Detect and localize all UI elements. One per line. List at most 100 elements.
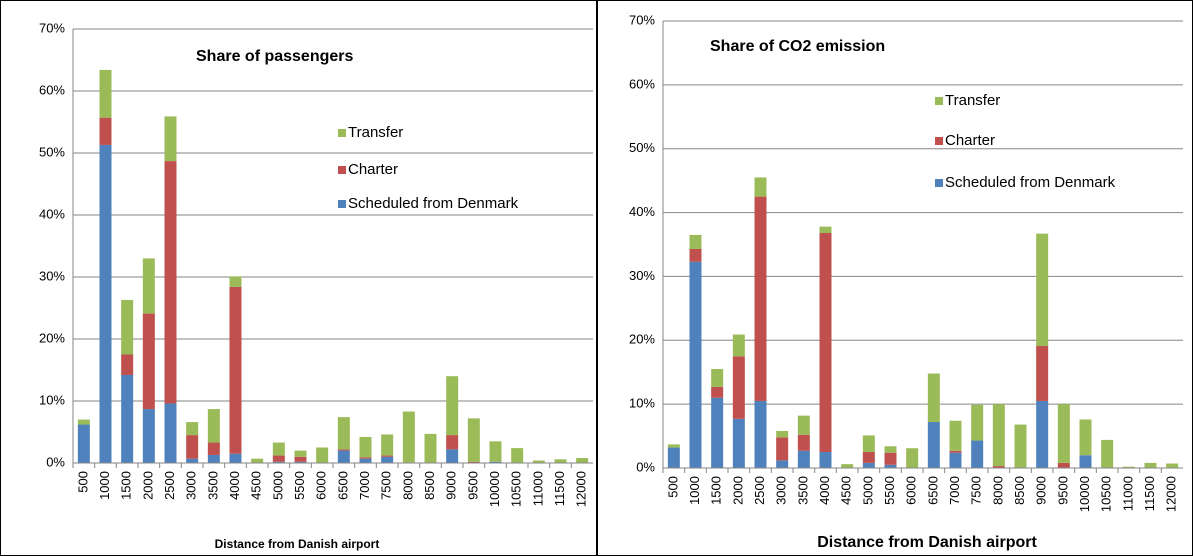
bar-segment xyxy=(949,420,962,451)
x-tick-label: 500 xyxy=(75,471,90,493)
bar-segment xyxy=(841,464,854,468)
y-tick-label: 0% xyxy=(636,459,655,474)
x-tick-label: 8000 xyxy=(990,476,1005,505)
bar-segment xyxy=(381,434,394,456)
bar-segment xyxy=(927,373,940,423)
x-tick-label: 12000 xyxy=(574,471,589,507)
x-tick-label: 2500 xyxy=(752,476,767,505)
bar-segment xyxy=(862,462,875,468)
y-tick-label: 30% xyxy=(629,268,655,283)
bar-segment xyxy=(316,447,329,463)
x-axis-label: Distance from Danish airport xyxy=(817,534,1037,551)
bar-segment xyxy=(489,441,502,462)
bar-segment xyxy=(489,461,502,463)
bar-segment xyxy=(776,437,789,461)
bar-segment xyxy=(1057,404,1070,463)
y-tick-label: 40% xyxy=(39,206,65,221)
bar-segment xyxy=(819,452,832,468)
bar-segment xyxy=(1144,462,1157,468)
x-tick-label: 500 xyxy=(665,476,680,498)
x-tick-label: 8500 xyxy=(422,471,437,500)
x-tick-label: 10500 xyxy=(509,471,524,507)
bar-segment xyxy=(77,424,90,463)
bar-segment xyxy=(99,117,112,145)
y-tick-label: 0% xyxy=(46,454,65,469)
bar-segment xyxy=(121,354,134,375)
bar-segment xyxy=(906,448,919,468)
x-tick-label: 7500 xyxy=(379,471,394,500)
bar-segment xyxy=(554,459,567,463)
x-tick-label: 3500 xyxy=(205,471,220,500)
bar-segment xyxy=(776,460,789,468)
bar-segment xyxy=(949,450,962,453)
x-tick-label: 10500 xyxy=(1099,476,1114,512)
bar-segment xyxy=(186,422,199,436)
y-tick-label: 40% xyxy=(629,204,655,219)
legend-label: Transfer xyxy=(348,124,403,141)
x-tick-label: 9000 xyxy=(444,471,459,500)
x-tick-label: 6500 xyxy=(335,471,350,500)
bar-segment xyxy=(927,422,940,468)
x-tick-label: 7000 xyxy=(947,476,962,505)
x-tick-label: 8500 xyxy=(1012,476,1027,505)
bar-segment xyxy=(229,286,242,454)
bar-segment xyxy=(711,386,724,398)
legend-label: Scheduled from Denmark xyxy=(348,195,519,212)
y-tick-label: 30% xyxy=(39,268,65,283)
bar-segment xyxy=(532,460,545,463)
legend-label: Charter xyxy=(348,161,398,178)
bar-segment xyxy=(711,397,724,468)
bar-segment xyxy=(511,448,524,463)
bar-segment xyxy=(99,144,112,463)
bar-segment xyxy=(186,458,199,463)
bar-segment xyxy=(1101,439,1114,468)
bar-segment xyxy=(359,458,372,463)
bar-segment xyxy=(77,419,90,425)
bar-segment xyxy=(689,261,702,468)
legend-swatch xyxy=(935,137,943,145)
panel-border xyxy=(597,0,1193,556)
bar-segment xyxy=(142,409,155,463)
bar-segment xyxy=(971,440,984,468)
bar-segment xyxy=(272,461,285,463)
bar-segment xyxy=(732,418,745,468)
x-tick-label: 4500 xyxy=(839,476,854,505)
x-tick-label: 4500 xyxy=(249,471,264,500)
legend-swatch xyxy=(338,129,346,137)
bar-segment xyxy=(732,334,745,357)
bar-segment xyxy=(797,415,810,435)
x-axis-label: Distance from Danish airport xyxy=(215,537,380,551)
y-tick-label: 10% xyxy=(629,396,655,411)
legend-swatch xyxy=(338,166,346,174)
bar-segment xyxy=(576,458,589,463)
y-tick-label: 50% xyxy=(629,140,655,155)
bar-segment xyxy=(207,442,220,455)
bar-segment xyxy=(754,196,767,401)
bar-segment xyxy=(689,234,702,249)
bar-segment xyxy=(272,455,285,462)
chart-title: Share of CO2 emission xyxy=(710,38,885,55)
x-tick-label: 11500 xyxy=(552,471,567,506)
x-tick-label: 3000 xyxy=(184,471,199,500)
y-tick-label: 50% xyxy=(39,144,65,159)
bar-segment xyxy=(754,400,767,468)
bar-segment xyxy=(446,376,459,436)
y-tick-label: 70% xyxy=(39,20,65,35)
y-tick-label: 20% xyxy=(629,332,655,347)
y-tick-label: 70% xyxy=(629,12,655,27)
bar-segment xyxy=(992,466,1005,468)
bar-segment xyxy=(1057,462,1070,468)
bar-segment xyxy=(819,226,832,234)
y-tick-label: 60% xyxy=(629,76,655,91)
x-tick-label: 2000 xyxy=(140,471,155,500)
x-tick-label: 3000 xyxy=(774,476,789,505)
bar-segment xyxy=(862,452,875,463)
bar-segment xyxy=(797,434,810,451)
chart-title: Share of passengers xyxy=(196,48,354,65)
legend-swatch xyxy=(935,179,943,187)
bar-segment xyxy=(667,444,680,448)
legend-swatch xyxy=(935,97,943,105)
bar-segment xyxy=(689,248,702,262)
x-tick-label: 3500 xyxy=(795,476,810,505)
